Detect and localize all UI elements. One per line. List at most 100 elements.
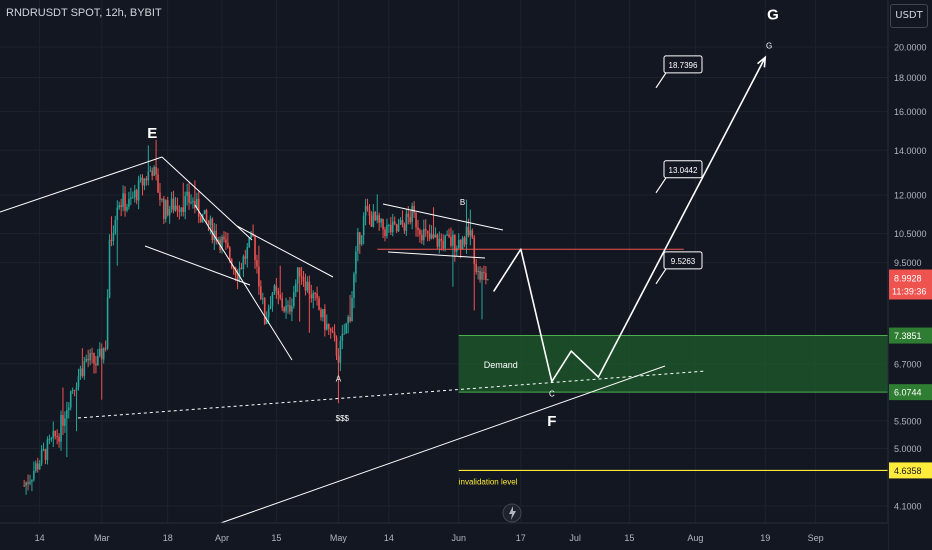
wave-label: B bbox=[460, 198, 465, 207]
long-support-line bbox=[217, 365, 666, 525]
candle-body bbox=[106, 297, 109, 349]
time-tick-label: Jul bbox=[569, 533, 581, 543]
wave-label: G bbox=[766, 41, 772, 50]
demand-high-tag-bg bbox=[889, 327, 932, 344]
candle-body bbox=[391, 221, 394, 233]
candle-body bbox=[283, 307, 285, 312]
target-box bbox=[663, 55, 703, 74]
candle-body bbox=[168, 209, 171, 216]
candle-body bbox=[178, 209, 181, 212]
candle-body bbox=[100, 348, 103, 360]
candle-body bbox=[258, 266, 260, 287]
candle-body bbox=[238, 267, 241, 281]
candle-body bbox=[25, 482, 27, 486]
candle-body bbox=[291, 306, 293, 312]
tradingview-logo-button[interactable] bbox=[502, 503, 522, 523]
candle-body bbox=[176, 205, 179, 210]
candle-body bbox=[149, 170, 152, 172]
candle-body bbox=[66, 410, 68, 419]
target-value: 18.7396 bbox=[669, 61, 698, 70]
candle-body bbox=[345, 323, 347, 334]
candle-body bbox=[42, 449, 45, 451]
target-callout: 18.7396 bbox=[655, 55, 703, 89]
candle-body bbox=[192, 200, 194, 203]
candle-body bbox=[143, 178, 146, 186]
candle-body bbox=[232, 267, 235, 269]
demand-low-tag: 6.0744 bbox=[894, 388, 922, 398]
time-tick-label: Sep bbox=[808, 533, 824, 543]
target-pointer bbox=[655, 72, 667, 89]
candle-body bbox=[473, 237, 476, 265]
candle-body bbox=[52, 430, 55, 439]
projection-path bbox=[492, 56, 766, 383]
candle-body bbox=[27, 482, 29, 484]
candle-body bbox=[304, 281, 307, 291]
candle-body bbox=[207, 220, 210, 226]
candle-body bbox=[358, 232, 361, 245]
price-tick-label: 20.0000 bbox=[894, 43, 927, 53]
candle-body bbox=[417, 227, 419, 231]
candle-body bbox=[186, 191, 188, 196]
candle-body bbox=[38, 463, 41, 470]
candle-body bbox=[116, 207, 119, 220]
candle-body bbox=[357, 232, 359, 252]
candle-body bbox=[35, 463, 37, 472]
time-tick-label: Mar bbox=[94, 533, 110, 543]
candle-body bbox=[217, 239, 219, 242]
wave-label: E bbox=[147, 125, 157, 142]
candle-body bbox=[463, 237, 466, 245]
candle-body bbox=[465, 226, 468, 245]
wave-label: A bbox=[336, 375, 342, 384]
price-tick-label: 4.1000 bbox=[894, 502, 922, 512]
candle-body bbox=[87, 358, 89, 361]
candle-body bbox=[355, 251, 357, 274]
candle-body bbox=[487, 279, 489, 281]
candle-body bbox=[242, 256, 245, 269]
candle-body bbox=[364, 206, 367, 216]
candle-body bbox=[40, 449, 43, 464]
candle-body bbox=[153, 166, 155, 176]
candle-body bbox=[271, 293, 274, 306]
candle-body bbox=[485, 273, 487, 281]
candle-body bbox=[306, 281, 309, 291]
candle-body bbox=[199, 216, 202, 223]
candle-body bbox=[67, 407, 70, 411]
price-tick-label: 5.0000 bbox=[894, 444, 922, 454]
price-tick-label: 14.0000 bbox=[894, 146, 927, 156]
demand-zone bbox=[458, 335, 888, 393]
candle-body bbox=[211, 218, 214, 241]
candle-body bbox=[376, 215, 379, 221]
demand-zone-label: Demand bbox=[484, 360, 518, 370]
candle-body bbox=[240, 267, 243, 269]
candle-body bbox=[197, 198, 200, 217]
candle-body bbox=[326, 323, 328, 330]
time-tick-label: 15 bbox=[624, 533, 634, 543]
candle-body bbox=[343, 333, 346, 335]
candle-body bbox=[374, 212, 377, 221]
falling-channel-lower bbox=[144, 245, 251, 286]
candle-body bbox=[188, 191, 190, 203]
candle-body bbox=[477, 270, 479, 272]
candle-body bbox=[145, 178, 148, 181]
candle-body bbox=[250, 233, 252, 238]
drawings-layer: 18.7396 13.0442 9.5263 bbox=[0, 55, 767, 525]
candle-body bbox=[423, 228, 425, 241]
candle-body bbox=[339, 340, 342, 363]
price-tick-label: 9.5000 bbox=[894, 258, 922, 268]
wave-label: G bbox=[767, 6, 779, 23]
candle-body bbox=[296, 267, 299, 284]
candle-body bbox=[234, 267, 237, 276]
currency-selector[interactable]: USDT bbox=[890, 4, 928, 28]
candle-body bbox=[316, 293, 318, 299]
candle-body bbox=[455, 247, 458, 252]
demand-high-tag: 7.3851 bbox=[894, 331, 922, 341]
candle-body bbox=[137, 180, 140, 201]
candle-body bbox=[110, 239, 113, 241]
target-pointer bbox=[655, 177, 667, 194]
candle-body bbox=[108, 239, 111, 298]
candle-body bbox=[260, 286, 262, 299]
candle-body bbox=[23, 485, 25, 487]
candle-body bbox=[79, 368, 82, 377]
candle-body bbox=[401, 220, 404, 225]
